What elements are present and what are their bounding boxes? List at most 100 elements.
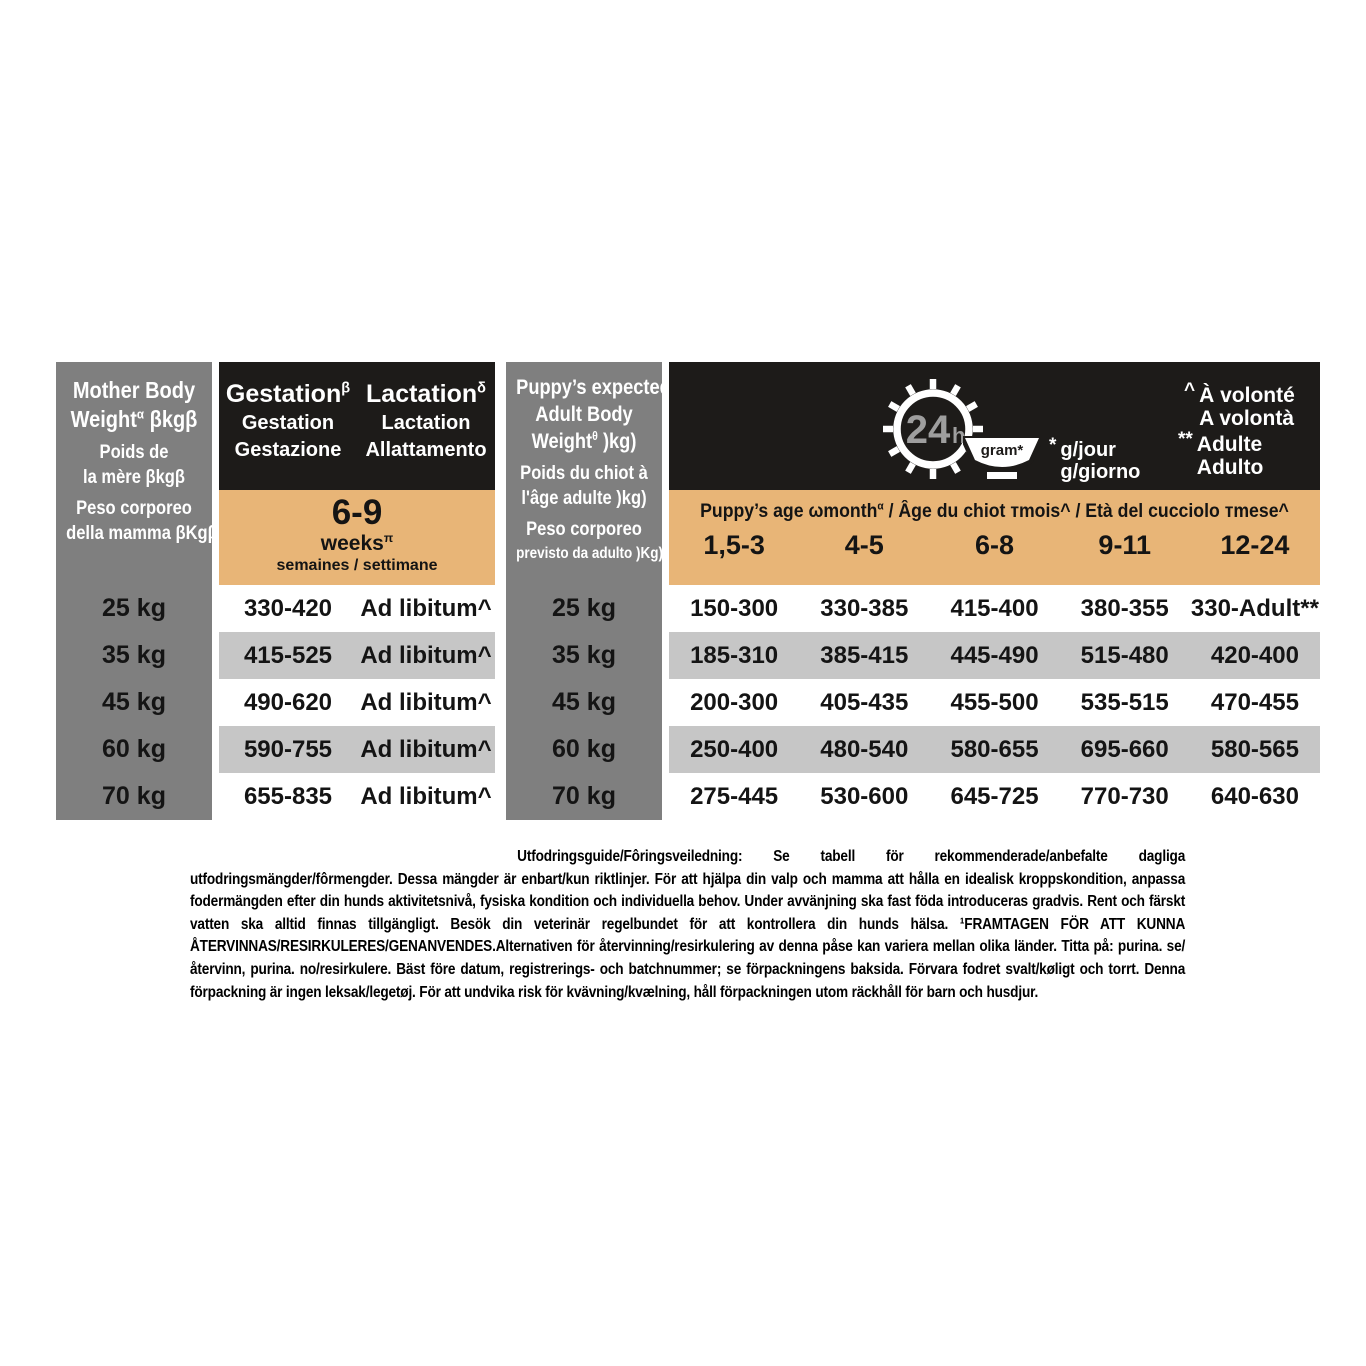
mother-weight-cell: 60 kg: [102, 735, 166, 763]
gestation-lactation-header: Gestationβ Gestation Gestazione Lactatio…: [219, 362, 495, 490]
lactation-value: Ad libitum^: [360, 595, 492, 622]
feeding-guide-footnote: Utfodringsguide/Fôringsveiledning: Se ta…: [190, 846, 1185, 1004]
amount-value: 250-400: [690, 736, 779, 763]
mother-header-line: la mère βkgβ: [83, 467, 185, 488]
lactation-value: Ad libitum^: [360, 642, 492, 669]
amount-value: 515-480: [1080, 642, 1169, 669]
amount-value: 275-445: [690, 783, 779, 810]
lactation-column-header: Lactationδ Lactation Allattamento: [365, 380, 487, 461]
mother-weight-column: Mother Body Weightα βkgβ Poids de la mèr…: [56, 362, 218, 820]
amount-value: 695-660: [1080, 736, 1169, 763]
amount-value: 415-400: [950, 595, 1039, 622]
table-row: 200-300 405-435 455-500 535-515 470-455: [669, 679, 1320, 726]
gestation-value: 330-420: [243, 595, 333, 622]
amount-value: 185-310: [690, 642, 779, 669]
puppy-age-rows: 150-300 330-385 415-400 380-355 330-Adul…: [669, 585, 1320, 820]
adult-header-line: l'âge adulte )kg): [521, 488, 647, 509]
age-column-label: 12-24: [1220, 530, 1290, 560]
adult-weight-rows: 25 kg 35 kg 45 kg 60 kg 70 kg: [506, 585, 662, 820]
age-column-label: 4-5: [844, 530, 884, 560]
legend-line: g/giorno: [1060, 461, 1141, 483]
amount-value: 580-655: [950, 736, 1039, 763]
gestation-value: 415-525: [243, 642, 333, 669]
puppy-age-column-labels: 1,5-3 4-5 6-8 9-11 12-24: [669, 530, 1320, 561]
legend-line: À volonté: [1199, 384, 1295, 407]
table-row: 275-445 530-600 645-725 770-730 640-630: [669, 773, 1320, 820]
table-row: 250-400 480-540 580-655 695-660 580-565: [669, 726, 1320, 773]
adult-legend: ** Adulte Adulto: [1178, 429, 1264, 479]
amount-value: 455-500: [950, 689, 1039, 716]
footnote-recycle-statement: ¹FRAMTAGEN FÖR ATT KUNNA ÅTERVINNAS/RESI…: [190, 915, 1186, 956]
gestation-column-header: Gestationβ Gestation Gestazione: [225, 380, 351, 461]
amount-value: 385-415: [820, 642, 909, 669]
amount-value: 470-455: [1210, 689, 1299, 716]
footnote-bold-lead: Utfodringsguide/Fôringsveiledning:: [517, 848, 743, 865]
lactation-value: Ad libitum^: [360, 783, 492, 810]
mother-weight-cell: 25 kg: [102, 594, 166, 622]
mother-weight-header: Mother Body Weightα βkgβ Poids de la mèr…: [56, 362, 218, 585]
lactation-value: Ad libitum^: [360, 689, 492, 716]
gestation-value: 590-755: [243, 736, 333, 763]
gestation-weeks-band: 6-9 weeksπ semaines / settimane: [219, 490, 495, 585]
amount-value: 330-Adult**: [1190, 595, 1319, 622]
mother-weight-cell: 45 kg: [102, 688, 166, 716]
table-row: 590-755 Ad libitum^: [219, 726, 495, 773]
amount-value: 380-355: [1080, 595, 1169, 622]
weeks-range: 6-9: [331, 493, 383, 532]
weeks-label-translations: semaines / settimane: [276, 557, 438, 574]
weeks-label: weeksπ: [320, 531, 394, 555]
adult-header-line: Adult Body: [535, 403, 633, 426]
adult-header-line: previsto da adulto )Kg): [516, 545, 663, 562]
amount-value: 480-540: [820, 736, 909, 763]
adult-weight-column: Puppy’s expected Adult Body Weightθ )kg)…: [506, 362, 671, 820]
adult-header-line: Poids du chiot à: [520, 463, 648, 484]
puppy-age-title: Puppy’s age ωmonthα / Âge du chiot ᴛmois…: [700, 500, 1289, 522]
age-column-label: 1,5-3: [703, 530, 765, 560]
amount-value: 580-565: [1210, 736, 1299, 763]
amount-value: 535-515: [1080, 689, 1169, 716]
lactation-value: Ad libitum^: [360, 736, 492, 763]
legend-line: Adulto: [1196, 456, 1264, 479]
adult-weight-header: Puppy’s expected Adult Body Weightθ )kg)…: [506, 362, 671, 585]
amount-value: 530-600: [820, 783, 909, 810]
legend-line: g/jour: [1060, 439, 1116, 461]
mother-header-line: della mamma βKgβ: [66, 523, 218, 544]
legend-line: A volontà: [1199, 407, 1294, 430]
table-row: 415-525 Ad libitum^: [219, 632, 495, 679]
age-column-label: 6-8: [974, 530, 1015, 560]
table-row: 330-420 Ad libitum^: [219, 585, 495, 632]
amount-value: 405-435: [820, 689, 909, 716]
bowl-gram-label: gram*: [981, 442, 1024, 459]
amount-value: 330-385: [820, 595, 909, 622]
amount-value: 770-730: [1080, 783, 1169, 810]
grams-per-day-legend: * g/jour g/giorno: [1049, 435, 1141, 483]
adult-weight-cell: 70 kg: [552, 782, 616, 810]
ad-libitum-legend: ^ À volonté A volontà: [1184, 380, 1295, 430]
mother-header-line: Poids de: [99, 442, 169, 463]
footnote-text: Alternativen för återvinning/resirkuleri…: [190, 938, 1186, 1001]
footnote-text: Se tabell för rekommenderade/anbefalte d…: [190, 848, 1186, 933]
puppy-age-band: Puppy’s age ωmonthα / Âge du chiot ᴛmois…: [669, 490, 1320, 585]
amount-value: 445-490: [950, 642, 1039, 669]
adult-weight-cell: 35 kg: [552, 641, 616, 669]
amount-value: 420-400: [1210, 642, 1299, 669]
mother-header-line: Peso corporeo: [76, 498, 192, 519]
adult-weight-cell: 60 kg: [552, 735, 616, 763]
adult-weight-cell: 25 kg: [552, 594, 616, 622]
amount-value: 645-725: [950, 783, 1039, 810]
amount-value: 200-300: [690, 689, 779, 716]
food-bowl-icon: gram*: [958, 433, 1046, 483]
double-asterisk-marker: **: [1178, 429, 1193, 450]
mother-header-line: Weightα βkgβ: [70, 406, 198, 432]
mother-weight-cell: 35 kg: [102, 641, 166, 669]
gestation-lactation-rows: 330-420 Ad libitum^ 415-525 Ad libitum^ …: [219, 585, 495, 820]
age-column-label: 9-11: [1098, 530, 1151, 560]
table-row: 150-300 330-385 415-400 380-355 330-Adul…: [669, 585, 1320, 632]
mother-weight-rows: 25 kg 35 kg 45 kg 60 kg 70 kg: [56, 585, 212, 820]
gestation-value: 490-620: [243, 689, 333, 716]
adult-weight-cell: 45 kg: [552, 688, 616, 716]
table-row: 490-620 Ad libitum^: [219, 679, 495, 726]
mother-header-line: Mother Body: [72, 377, 196, 403]
table-row: 185-310 385-415 445-490 515-480 420-400: [669, 632, 1320, 679]
